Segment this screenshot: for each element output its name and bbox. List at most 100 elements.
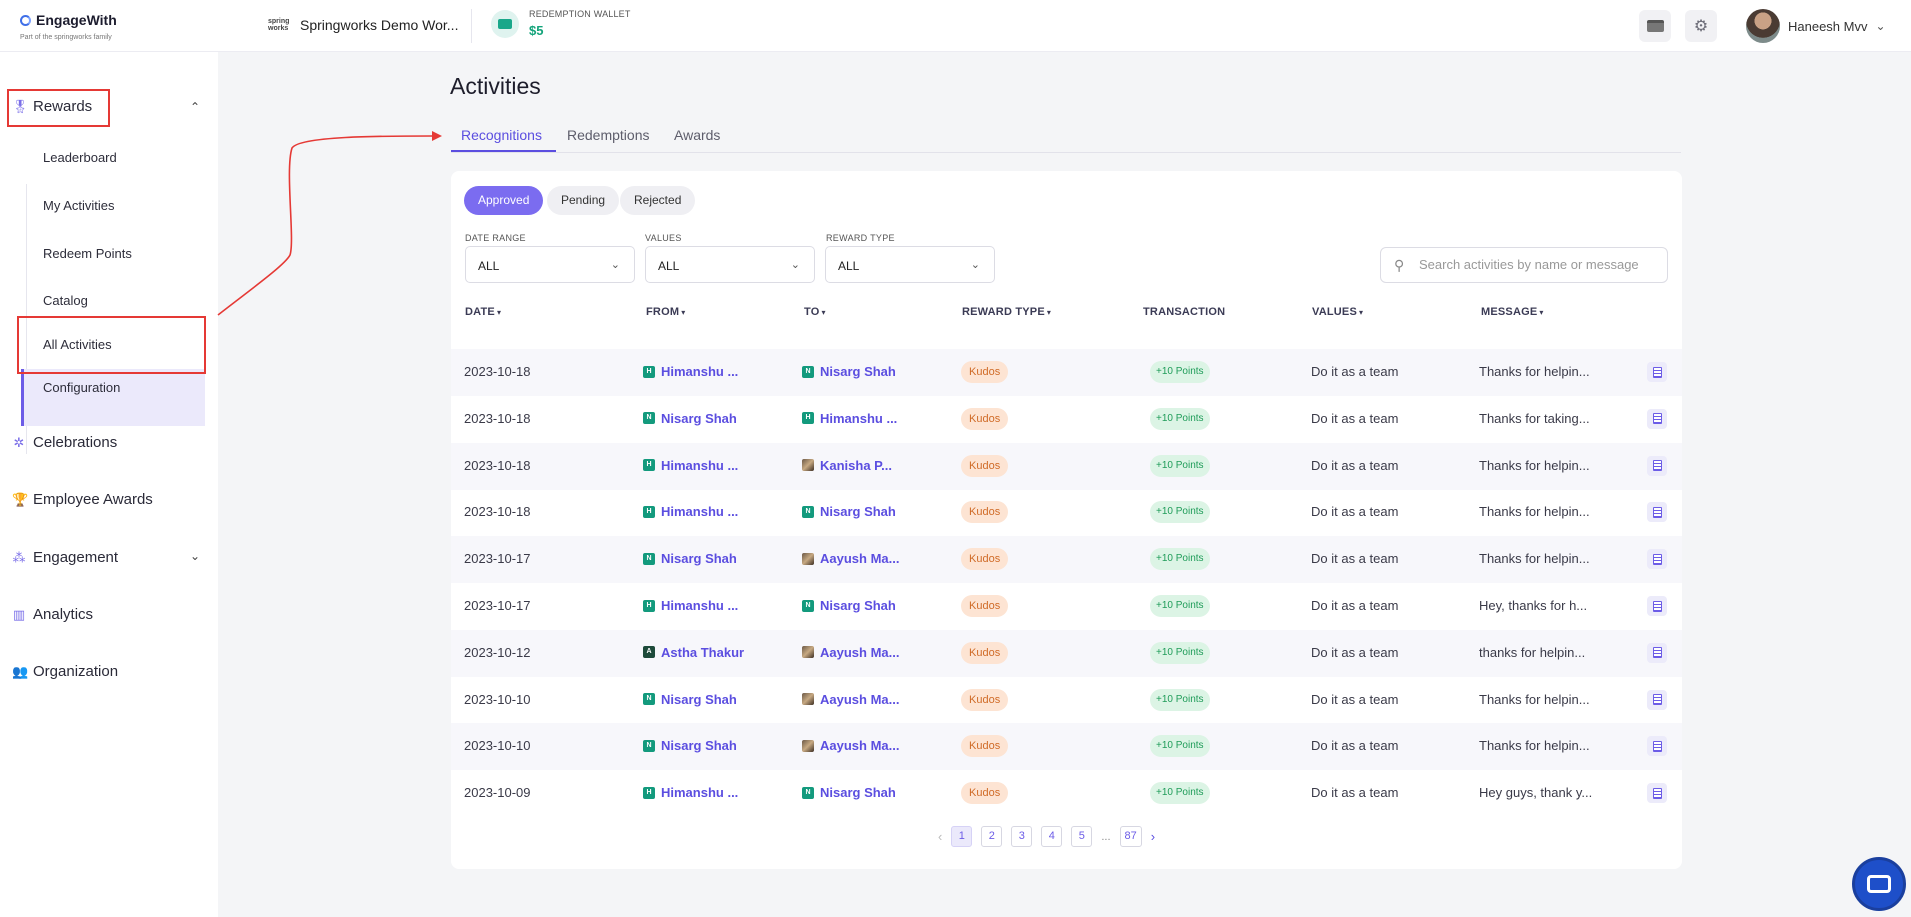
column-header-values[interactable]: VALUES ▾ xyxy=(1312,306,1364,318)
message-detail-button[interactable] xyxy=(1647,783,1667,804)
chip-pending[interactable]: Pending xyxy=(547,186,620,215)
sidebar-item-all-activities[interactable]: All Activities xyxy=(43,337,112,352)
table-row[interactable]: 2023-10-18 H Himanshu ... N Nisarg Shah Kudos… xyxy=(451,349,1682,396)
to-name: Aayush Ma... xyxy=(820,691,900,707)
cell-to[interactable]: N Nisarg Shah xyxy=(802,598,896,613)
document-icon xyxy=(1652,553,1662,565)
cell-to[interactable]: Aayush Ma... xyxy=(802,551,899,566)
redemption-wallet[interactable]: REDEMPTION WALLET $5 xyxy=(491,9,631,38)
page-button[interactable]: 5 xyxy=(1071,826,1093,847)
table-row[interactable]: 2023-10-09 H Himanshu ... N Nisarg Shah Kudos… xyxy=(451,770,1682,817)
sidebar-item-celebrations[interactable]: ✲ Celebrations xyxy=(12,434,118,451)
page-button[interactable]: 2 xyxy=(981,826,1003,847)
chevron-left-icon[interactable]: ‹ xyxy=(938,829,943,844)
message-detail-button[interactable] xyxy=(1647,549,1667,570)
values-select[interactable]: ALL ⌄ xyxy=(645,246,815,283)
chip-rejected[interactable]: Rejected xyxy=(620,186,696,215)
chevron-right-icon[interactable]: › xyxy=(1150,829,1156,844)
cell-message: Thanks for helpin... xyxy=(1479,364,1590,379)
avatar xyxy=(802,693,814,706)
page-button[interactable]: 4 xyxy=(1041,826,1063,847)
sidebar-item-engagement[interactable]: ⁂ Engagement xyxy=(12,549,119,566)
page-button[interactable]: 3 xyxy=(1011,826,1033,847)
search-input[interactable] xyxy=(1419,257,1659,272)
table-row[interactable]: 2023-10-18 H Himanshu ... Kanisha P... Kudos… xyxy=(451,442,1682,490)
column-header-from[interactable]: FROM ▾ xyxy=(646,306,686,318)
cell-to[interactable]: H Himanshu ... xyxy=(802,411,897,426)
reward-type-select[interactable]: ALL ⌄ xyxy=(825,246,995,283)
table-row[interactable]: 2023-10-18 H Himanshu ... N Nisarg Shah Kudos… xyxy=(451,489,1682,536)
cell-to[interactable]: N Nisarg Shah xyxy=(802,364,896,379)
sidebar-item-configuration[interactable]: Configuration xyxy=(43,380,121,395)
cell-to[interactable]: N Nisarg Shah xyxy=(802,785,896,800)
cell-from[interactable]: N Nisarg Shah xyxy=(643,738,737,753)
settings-button[interactable]: ⚙ xyxy=(1685,10,1717,42)
message-detail-button[interactable] xyxy=(1647,455,1667,476)
workspace-switcher[interactable]: spring works Springworks Demo Wor... xyxy=(268,17,458,33)
table-row[interactable]: 2023-10-17 N Nisarg Shah Aayush Ma... Kudos +… xyxy=(451,536,1682,584)
message-detail-button[interactable] xyxy=(1647,408,1667,429)
page-title: Activities xyxy=(450,73,541,99)
from-name: Himanshu ... xyxy=(661,364,739,379)
cell-from[interactable]: H Himanshu ... xyxy=(643,458,738,473)
gear-icon: ⚙ xyxy=(1693,18,1709,35)
message-detail-button[interactable] xyxy=(1647,596,1667,616)
message-detail-button[interactable] xyxy=(1647,642,1667,663)
cell-to[interactable]: Aayush Ma... xyxy=(802,692,899,707)
cell-from[interactable]: N Nisarg Shah xyxy=(643,692,737,707)
cell-from[interactable]: H Himanshu ... xyxy=(643,504,738,519)
avatar xyxy=(802,739,814,752)
cell-from[interactable]: H Himanshu ... xyxy=(643,785,738,800)
avatar: N xyxy=(643,552,655,565)
cell-to[interactable]: Kanisha P... xyxy=(802,458,892,473)
document-icon xyxy=(1652,413,1662,425)
message-detail-button[interactable] xyxy=(1647,502,1667,523)
table-row[interactable]: 2023-10-17 H Himanshu ... N Nisarg Shah Kudos… xyxy=(451,583,1682,630)
from-name: Astha Thakur xyxy=(661,644,745,660)
sidebar-item-my-activities[interactable]: My Activities xyxy=(43,198,115,213)
column-header-date[interactable]: DATE ▾ xyxy=(465,306,502,318)
column-header-to[interactable]: TO ▾ xyxy=(804,306,826,318)
message-detail-button[interactable] xyxy=(1647,689,1667,710)
table-row[interactable]: 2023-10-10 N Nisarg Shah Aayush Ma... Kudos +… xyxy=(451,723,1682,771)
cell-from[interactable]: H Himanshu ... xyxy=(643,364,738,379)
chip-approved[interactable]: Approved xyxy=(464,186,544,215)
column-header-message[interactable]: MESSAGE ▾ xyxy=(1481,306,1544,318)
chevron-down-icon[interactable]: ⌄ xyxy=(190,549,201,563)
avatar: N xyxy=(802,505,814,518)
sidebar-item-employee-awards[interactable]: 🏆 Employee Awards xyxy=(12,491,153,508)
page-button-last[interactable]: 87 xyxy=(1119,826,1142,847)
transaction-badge: +10 Points xyxy=(1150,501,1210,524)
table-row[interactable]: 2023-10-12 A Astha Thakur Aayush Ma... Kudos… xyxy=(451,629,1682,677)
cell-from[interactable]: N Nisarg Shah xyxy=(643,551,737,566)
sidebar-item-leaderboard[interactable]: Leaderboard xyxy=(43,150,117,165)
document-icon xyxy=(1652,600,1662,612)
message-detail-button[interactable] xyxy=(1647,362,1667,382)
chevron-up-icon[interactable]: ⌃ xyxy=(190,100,201,114)
sidebar-item-catalog[interactable]: Catalog xyxy=(43,293,88,308)
message-detail-button[interactable] xyxy=(1647,736,1667,757)
cell-from[interactable]: A Astha Thakur xyxy=(643,645,744,660)
page-button[interactable]: 1 xyxy=(951,826,973,847)
cell-to[interactable]: Aayush Ma... xyxy=(802,645,899,660)
cell-from[interactable]: H Himanshu ... xyxy=(643,598,738,613)
table-row[interactable]: 2023-10-10 N Nisarg Shah Aayush Ma... Kudos +… xyxy=(451,677,1682,724)
sidebar-item-analytics[interactable]: ▥ Analytics xyxy=(12,606,93,623)
date-range-select[interactable]: ALL ⌄ xyxy=(465,246,635,283)
tab-redemptions[interactable]: Redemptions xyxy=(567,127,650,143)
tab-awards[interactable]: Awards xyxy=(674,127,721,143)
column-header-reward-type[interactable]: REWARD TYPE ▾ xyxy=(962,306,1052,318)
user-menu[interactable]: Haneesh Mvv ⌄ xyxy=(1746,9,1886,43)
sidebar-item-redeem-points[interactable]: Redeem Points xyxy=(43,246,132,261)
chat-support-button[interactable] xyxy=(1852,857,1906,911)
table-row[interactable]: 2023-10-18 N Nisarg Shah H Himanshu ... Kudos… xyxy=(451,396,1682,443)
sidebar-item-rewards[interactable]: 🎖 Rewards xyxy=(12,98,92,115)
cell-to[interactable]: N Nisarg Shah xyxy=(802,504,896,519)
cell-to[interactable]: Aayush Ma... xyxy=(802,738,899,753)
cell-from[interactable]: N Nisarg Shah xyxy=(643,411,737,426)
reward-type-value: ALL xyxy=(838,259,860,273)
sidebar-item-organization[interactable]: 👥 Organization xyxy=(12,663,118,680)
engagewith-logo[interactable]: EngageWith Part of the springworks famil… xyxy=(20,12,117,41)
tab-recognitions[interactable]: Recognitions xyxy=(461,127,542,143)
card-button[interactable] xyxy=(1639,10,1671,42)
